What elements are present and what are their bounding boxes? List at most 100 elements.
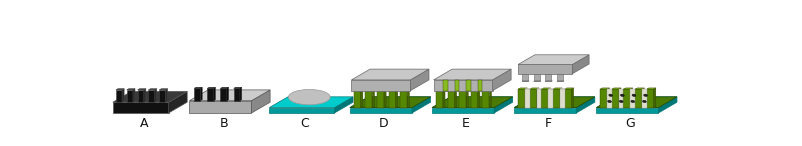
Polygon shape [606, 88, 609, 108]
Polygon shape [513, 108, 576, 113]
Polygon shape [525, 89, 529, 108]
Polygon shape [658, 97, 676, 113]
Polygon shape [564, 89, 571, 108]
Polygon shape [572, 55, 589, 74]
Polygon shape [525, 88, 526, 108]
Ellipse shape [642, 100, 646, 103]
Polygon shape [411, 97, 430, 113]
Polygon shape [433, 80, 492, 91]
Ellipse shape [643, 94, 646, 97]
Polygon shape [492, 69, 511, 91]
Polygon shape [470, 89, 477, 108]
Polygon shape [112, 102, 168, 113]
Polygon shape [433, 69, 511, 80]
Polygon shape [642, 89, 646, 108]
Polygon shape [115, 89, 124, 90]
Polygon shape [351, 69, 428, 80]
Polygon shape [400, 88, 409, 89]
Polygon shape [618, 89, 622, 108]
Polygon shape [207, 88, 213, 101]
Polygon shape [517, 89, 525, 108]
Polygon shape [653, 88, 655, 108]
Polygon shape [122, 89, 124, 102]
Polygon shape [395, 88, 397, 108]
Polygon shape [559, 88, 565, 89]
Polygon shape [556, 74, 562, 81]
Text: C: C [300, 117, 309, 130]
Polygon shape [360, 88, 363, 108]
Polygon shape [548, 89, 553, 108]
Polygon shape [553, 89, 559, 108]
Polygon shape [466, 80, 470, 91]
Polygon shape [548, 88, 549, 108]
Polygon shape [165, 89, 168, 102]
Polygon shape [646, 88, 655, 89]
Polygon shape [372, 88, 374, 108]
Polygon shape [477, 80, 482, 91]
Polygon shape [388, 89, 395, 108]
Ellipse shape [608, 94, 612, 97]
Polygon shape [334, 97, 353, 113]
Polygon shape [194, 87, 202, 88]
Polygon shape [207, 87, 215, 88]
Polygon shape [548, 88, 553, 89]
Polygon shape [536, 89, 541, 108]
Polygon shape [194, 88, 200, 101]
Polygon shape [431, 97, 512, 108]
Polygon shape [365, 88, 374, 89]
Polygon shape [517, 55, 589, 65]
Polygon shape [536, 88, 538, 108]
Ellipse shape [607, 100, 610, 103]
Polygon shape [127, 89, 135, 90]
Polygon shape [576, 97, 594, 113]
Polygon shape [618, 88, 620, 108]
Polygon shape [611, 89, 618, 108]
Text: F: F [544, 117, 551, 130]
Ellipse shape [618, 100, 622, 103]
Polygon shape [388, 88, 397, 89]
Polygon shape [443, 80, 447, 91]
Polygon shape [168, 91, 187, 113]
Polygon shape [350, 108, 411, 113]
Polygon shape [513, 97, 594, 108]
Polygon shape [477, 88, 480, 108]
Polygon shape [482, 89, 488, 108]
Ellipse shape [288, 89, 330, 105]
Text: B: B [219, 117, 228, 130]
Polygon shape [559, 88, 561, 108]
Polygon shape [606, 89, 611, 108]
Polygon shape [383, 88, 386, 108]
Polygon shape [155, 89, 156, 102]
Polygon shape [133, 89, 135, 102]
Text: E: E [462, 117, 469, 130]
Polygon shape [159, 89, 168, 90]
Polygon shape [407, 88, 409, 108]
Polygon shape [634, 89, 642, 108]
Polygon shape [431, 108, 493, 113]
Polygon shape [642, 88, 643, 108]
Polygon shape [596, 97, 676, 108]
Polygon shape [189, 90, 269, 101]
Polygon shape [269, 97, 353, 108]
Polygon shape [513, 97, 594, 108]
Polygon shape [251, 90, 269, 113]
Polygon shape [630, 89, 634, 108]
Ellipse shape [620, 94, 623, 97]
Polygon shape [200, 87, 202, 101]
Ellipse shape [631, 94, 635, 97]
Polygon shape [634, 88, 643, 89]
Polygon shape [400, 89, 407, 108]
Text: A: A [140, 117, 148, 130]
Polygon shape [137, 90, 144, 102]
Text: D: D [379, 117, 388, 130]
Polygon shape [541, 89, 548, 108]
Polygon shape [517, 65, 572, 74]
Polygon shape [377, 89, 383, 108]
Polygon shape [529, 88, 538, 89]
Polygon shape [269, 108, 334, 113]
Polygon shape [596, 97, 676, 108]
Polygon shape [622, 88, 632, 89]
Polygon shape [350, 97, 430, 108]
Polygon shape [596, 108, 658, 113]
Polygon shape [611, 88, 620, 89]
